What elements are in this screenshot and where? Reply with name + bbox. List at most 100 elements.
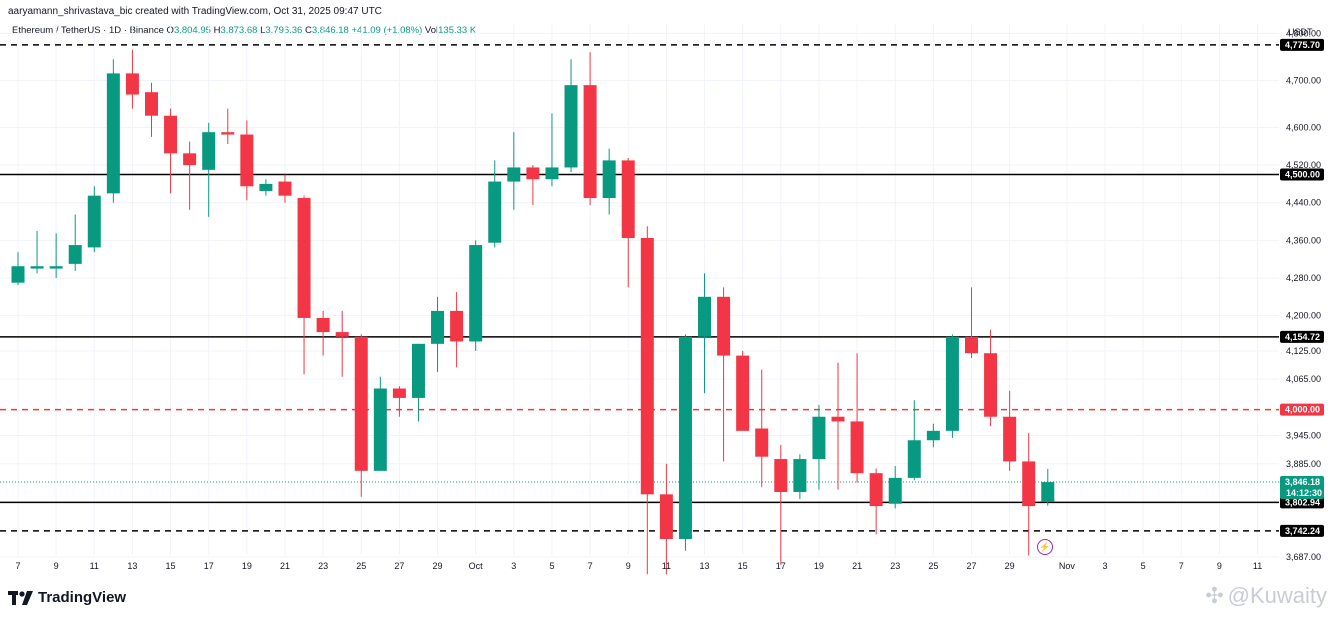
candles [11,49,1055,575]
candle-body [335,332,349,337]
y-tick-label: 4,440.00 [1286,198,1321,208]
candle-body [774,459,788,492]
x-tick-label: 29 [433,561,443,571]
x-tick-label: 21 [280,561,290,571]
candle-body [831,416,845,422]
candle-body [259,183,273,191]
close-key: C [304,25,312,36]
candle-body [1003,416,1017,462]
x-tick-label: 11 [662,561,671,571]
currency-label: USDT [1288,27,1313,37]
candle-body [545,167,559,180]
chart-credit: aaryamann_shrivastava_bic created with T… [8,6,382,17]
handshake-icon: ✣ [1205,583,1224,608]
candle-body [450,310,464,342]
x-tick-label: 9 [54,561,59,571]
x-tick-label: 15 [738,561,748,571]
level-price-label: 4,775.70 [1285,40,1320,50]
candle-body [640,238,654,495]
candle-body [144,92,158,116]
candle-body [850,421,864,474]
x-tick-label: 11 [1253,561,1262,571]
time-axis: 7 9 11 13 15 17 19 21 23 25 27 29 Oct 3 5 7 9 11 13 15 17 19 2… [15,561,1262,571]
brand-name: TradingView [38,589,127,606]
candle-body [526,167,540,180]
y-tick-label: 4,520.00 [1286,160,1321,170]
x-tick-label: 27 [966,561,976,571]
x-tick-label: 19 [814,561,824,571]
candle-body [717,296,731,356]
candle-body [888,477,902,504]
candle-body [945,336,959,431]
symbol-legend: Ethereum / TetherUS · 1D · Binance O3,80… [12,25,476,36]
level-lines [0,44,1279,532]
change-value: +41.09 (+1.08%) [351,25,423,36]
candle-body [678,336,692,540]
level-price-tag [1280,168,1324,181]
candle-body [698,296,712,337]
x-tick-label: 3 [511,561,516,571]
last-price-tag [1280,476,1324,500]
y-tick-label: 4,125.00 [1286,346,1321,356]
level-price-tag [1280,330,1324,343]
candle-body [869,473,883,507]
candle-body [507,167,521,182]
candle-body [984,353,998,417]
x-tick-label: 25 [356,561,366,571]
x-tick-label: 7 [15,561,20,571]
candle-body [602,160,616,199]
y-tick-label: 4,700.00 [1286,75,1321,85]
x-tick-label: 17 [204,561,214,571]
x-tick-label: 13 [700,561,710,571]
candle-body [1041,482,1055,502]
level-price-label: 3,802.94 [1285,497,1320,507]
chart-grid [0,24,1279,558]
x-tick-label: 5 [1141,561,1146,571]
x-tick-label: 25 [928,561,938,571]
candle-body [87,195,101,248]
x-tick-label: 5 [549,561,554,571]
level-price-label: 4,000.00 [1285,405,1320,415]
candle-body [926,430,940,441]
x-tick-label: 9 [626,561,631,571]
level-price-tag [1280,524,1324,537]
x-tick-label: Nov [1059,561,1076,571]
candle-body [297,198,311,318]
y-tick-label: 4,800.00 [1286,28,1321,38]
candle-body [240,134,254,187]
tradingview-brand[interactable]: TradingView [8,589,126,606]
x-tick-label: 23 [318,561,328,571]
candle-body [411,343,425,398]
y-tick-label: 3,945.00 [1286,431,1321,441]
level-price-label: 4,500.00 [1285,170,1320,180]
x-tick-label: 7 [588,561,593,571]
level-price-label: 4,154.72 [1285,332,1320,342]
x-tick-label: 13 [127,561,137,571]
candle-body [316,317,330,333]
x-tick-label: 7 [1179,561,1184,571]
x-tick-label: 19 [242,561,252,571]
candle-body [164,115,178,154]
x-tick-label: 23 [890,561,900,571]
x-tick-label: 3 [1102,561,1107,571]
countdown-label: 14:12:30 [1286,488,1322,498]
candle-body [68,245,82,264]
candle-body [431,310,445,344]
candle-body [30,266,44,269]
level-price-tag [1280,496,1324,509]
open-value: 3,804.95 [173,25,211,36]
y-tick-label: 4,600.00 [1286,122,1321,132]
x-tick-label: 29 [1005,561,1015,571]
low-key: L [260,25,266,36]
last-price-label: 3,846.18 [1285,477,1320,487]
candle-body [793,459,807,492]
candle-body [202,132,216,170]
volume-key: Vol [424,25,439,36]
level-price-tag [1280,38,1324,51]
lightning-icon[interactable]: ⚡ [1037,539,1053,555]
x-tick-label: 11 [90,561,99,571]
close-value: 3,846.18 [311,25,349,36]
y-tick-label: 4,280.00 [1286,273,1321,283]
candle-body [1022,461,1036,507]
